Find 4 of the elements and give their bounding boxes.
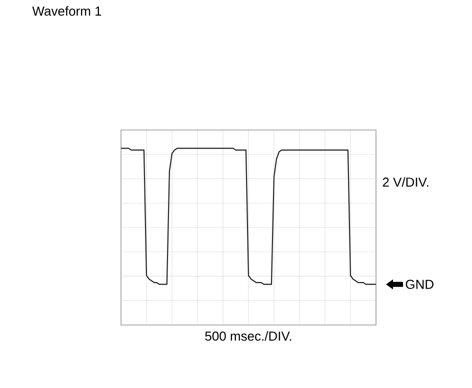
text: GND [406,280,434,289]
text: 2 V/DIV. [382,177,428,187]
text: 500 msec./DIV. [205,331,292,341]
chart-title: Waveform 1 [32,6,102,16]
